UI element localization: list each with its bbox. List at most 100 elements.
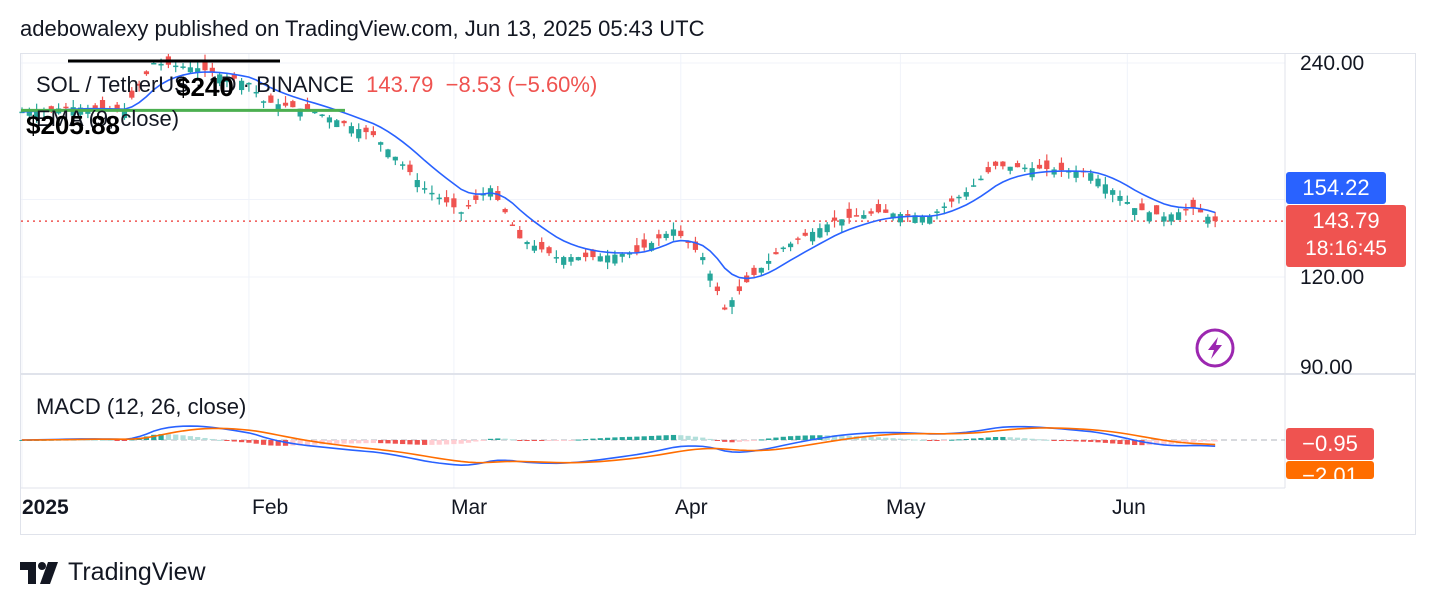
macd-hist-bar: [253, 440, 259, 444]
symbol-legend[interactable]: SOL / TetherUS · 1D · BINANCE 143.79 −8.…: [36, 72, 597, 98]
macd-hist-bar: [487, 438, 494, 440]
candle-body: [663, 233, 669, 239]
macd-hist-bar: [729, 440, 735, 443]
macd-hist-bar: [861, 436, 867, 440]
candle-body: [1183, 208, 1189, 211]
macd-hist-bar: [1139, 440, 1145, 446]
macd-histogram: [19, 434, 1218, 446]
macd-hist-bar: [378, 440, 384, 444]
macd-hist-bar: [451, 440, 457, 445]
macd-hist-tag: −0.95: [1286, 428, 1374, 460]
candle-body: [231, 74, 237, 79]
macd-hist-bar: [707, 438, 713, 440]
candle-body: [509, 224, 516, 227]
candle-body: [729, 300, 735, 307]
candle-body: [1212, 216, 1218, 222]
candle-body: [414, 180, 420, 188]
macd-hist-bar: [180, 435, 186, 440]
macd-hist-bar: [736, 440, 742, 443]
candle-body: [531, 245, 537, 251]
macd-hist-bar: [692, 436, 699, 440]
macd-legend[interactable]: MACD (12, 26, close): [36, 394, 247, 419]
macd-hist-bar: [195, 437, 201, 440]
candle-body: [429, 192, 435, 195]
macd-hist-bar: [992, 436, 999, 440]
candle-body: [890, 213, 896, 219]
candle-body: [1161, 216, 1167, 222]
macd-hist-bar: [546, 440, 552, 441]
ema-legend[interactable]: EMA (9, close): [36, 106, 180, 131]
candle-body: [685, 241, 691, 243]
macd-hist-bar: [788, 436, 794, 440]
candle-body: [949, 198, 955, 202]
signal-line: [21, 427, 1216, 464]
candle-body: [1058, 162, 1065, 171]
candle-body: [136, 83, 142, 86]
candle-body: [326, 117, 333, 123]
macd-hist-bar: [356, 440, 362, 444]
candle-body: [1036, 164, 1043, 169]
macd-hist-bar: [751, 440, 757, 441]
macd-hist-bar: [1168, 440, 1174, 445]
macd-hist-bar: [165, 434, 171, 440]
macd-hist-bar: [392, 440, 398, 444]
macd-hist-bar: [634, 436, 640, 440]
candle-body: [897, 214, 903, 223]
candle-body: [400, 164, 406, 166]
candle-body: [180, 66, 186, 68]
macd-hist-bar: [766, 438, 772, 440]
macd-hist-bar: [231, 440, 237, 442]
macd-hist-bar: [304, 440, 311, 445]
macd-hist-bar: [744, 440, 750, 442]
macd-hist-bar: [370, 440, 376, 444]
macd-hist-bar: [107, 439, 113, 441]
candle-body: [1022, 167, 1028, 170]
macd-hist-bar: [905, 439, 911, 441]
candle-body: [319, 114, 325, 117]
macd-hist-bar: [1014, 437, 1021, 440]
ema-price-tag: 154.22: [1286, 172, 1386, 204]
candle-body: [546, 247, 552, 254]
x-label-apr: Apr: [675, 496, 708, 519]
x-label-jun: Jun: [1112, 496, 1146, 519]
candle-body: [253, 91, 259, 94]
macd-hist-bar: [612, 437, 618, 440]
candle-body: [809, 231, 816, 242]
macd-hist-bar: [202, 437, 208, 440]
macd-hist-bar: [1124, 440, 1130, 445]
chart-frame: [20, 53, 1416, 535]
macd-hist-bar: [949, 439, 955, 441]
macd-hist-bar: [99, 439, 106, 441]
candle-body: [268, 95, 274, 103]
candle-body: [385, 149, 391, 158]
candle-body: [1110, 190, 1116, 195]
candle-body: [978, 178, 984, 181]
candle-body: [407, 164, 413, 173]
macd-hist-bar: [121, 440, 128, 441]
macd-hist-bar: [187, 436, 193, 440]
candle-body: [436, 197, 442, 200]
candle-body: [422, 188, 428, 190]
candle-body: [209, 67, 215, 73]
candle-body: [971, 185, 977, 187]
bolt-icon[interactable]: [1195, 328, 1235, 368]
candle-body: [992, 161, 999, 166]
macd-hist-bar: [1058, 440, 1065, 441]
candle-body: [1088, 173, 1094, 181]
tradingview-brand[interactable]: TradingView: [20, 558, 206, 587]
candle-body: [517, 229, 523, 239]
macd-hist-bar: [941, 440, 947, 441]
candle-body: [788, 243, 794, 248]
macd-hist-bar: [341, 440, 347, 444]
macd-hist-bar: [348, 440, 354, 444]
macd-hist-bar: [722, 440, 728, 442]
candle-body: [121, 110, 128, 119]
candle-body: [561, 257, 567, 265]
candle-body: [1044, 160, 1050, 170]
candle-body: [575, 257, 581, 261]
candle-body: [26, 111, 32, 116]
candle-body: [224, 76, 230, 82]
candle-body: [1095, 178, 1101, 187]
candle-body: [1139, 203, 1145, 211]
